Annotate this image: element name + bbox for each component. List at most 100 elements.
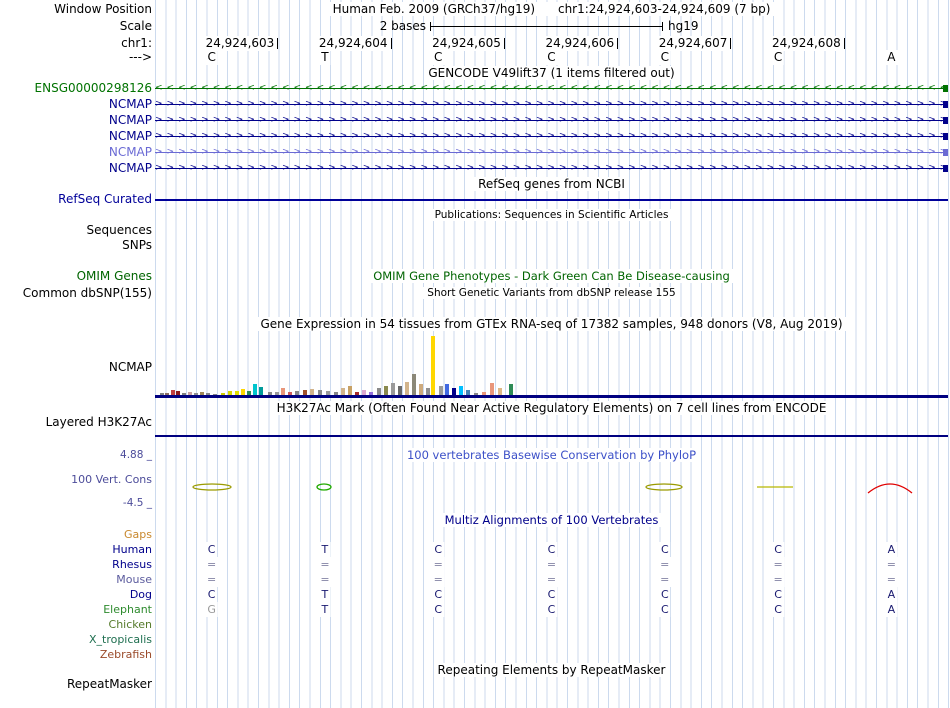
gtex-expression-bar[interactable] [482, 392, 486, 396]
species-row[interactable]: X_tropicalis [0, 632, 950, 647]
gtex-expression-bar[interactable] [348, 386, 352, 396]
dbsnp-label[interactable]: Common dbSNP(155) [22, 286, 152, 300]
gtex-expression-bar[interactable] [318, 390, 322, 396]
species-row[interactable]: Dog C T C C C C A [0, 587, 950, 602]
track-title-publications[interactable]: Publications: Sequences in Scientific Ar… [430, 209, 673, 221]
gtex-expression-bar[interactable] [288, 392, 292, 396]
gtex-expression-bar[interactable] [295, 391, 299, 396]
gtex-expression-bar[interactable] [362, 390, 366, 396]
track-title-dbsnp[interactable]: Short Genetic Variants from dbSNP releas… [423, 287, 680, 299]
gtex-expression-bar[interactable] [326, 391, 330, 396]
gtex-expression-bar[interactable] [490, 383, 494, 396]
gtex-expression-bar[interactable] [228, 391, 232, 396]
gtex-expression-bar[interactable] [452, 388, 456, 396]
gtex-expression-bar[interactable] [200, 392, 204, 396]
gene-label[interactable]: NCMAP [108, 161, 152, 175]
gtex-expression-bar[interactable] [377, 388, 381, 396]
gtex-expression-bar[interactable] [165, 393, 169, 396]
gtex-expression-bar[interactable] [474, 393, 478, 396]
gtex-gene-label[interactable]: NCMAP [108, 360, 152, 374]
species-label[interactable]: Rhesus [112, 558, 152, 571]
gene-row[interactable]: NCMAP >>>>>>>>>>>>>>>>>>>>>>>>>>>>>>>>>>… [0, 161, 950, 176]
gtex-expression-bar[interactable] [241, 389, 245, 396]
track-title-h3k27ac[interactable]: H3K27Ac Mark (Often Found Near Active Re… [272, 401, 831, 415]
gene-label[interactable]: ENSG00000298126 [34, 81, 152, 95]
species-row[interactable]: Zebrafish [0, 647, 950, 662]
gene-row[interactable]: NCMAP >>>>>>>>>>>>>>>>>>>>>>>>>>>>>>>>>>… [0, 129, 950, 144]
species-label[interactable]: Human [112, 543, 152, 556]
gene-row[interactable]: ENSG00000298126 <<<<<<<<<<<<<<<<<<<<<<<<… [0, 81, 950, 96]
gene-line[interactable]: >>>>>>>>>>>>>>>>>>>>>>>>>>>>>>>>>>>>>>>>… [155, 161, 948, 176]
species-label[interactable]: Dog [129, 588, 152, 601]
species-label[interactable]: Elephant [103, 603, 152, 616]
gtex-expression-bar[interactable] [194, 393, 198, 396]
gtex-expression-bar[interactable] [384, 386, 388, 396]
gene-line[interactable]: >>>>>>>>>>>>>>>>>>>>>>>>>>>>>>>>>>>>>>>>… [155, 97, 948, 112]
species-label[interactable]: Gaps [124, 528, 152, 541]
species-label[interactable]: Chicken [108, 618, 152, 631]
gtex-expression-bar[interactable] [206, 393, 210, 396]
species-row[interactable]: Gaps [0, 527, 950, 542]
gtex-expression-bar[interactable] [160, 393, 164, 396]
gene-line[interactable]: >>>>>>>>>>>>>>>>>>>>>>>>>>>>>>>>>>>>>>>>… [155, 129, 948, 144]
gene-label[interactable]: NCMAP [108, 97, 152, 111]
gtex-expression-bar[interactable] [182, 393, 186, 396]
gene-line[interactable]: >>>>>>>>>>>>>>>>>>>>>>>>>>>>>>>>>>>>>>>>… [155, 113, 948, 128]
gtex-expression-bar[interactable] [281, 388, 285, 396]
refseq-curated-label[interactable]: RefSeq Curated [58, 192, 152, 206]
track-title-gencode[interactable]: GENCODE V49lift37 (1 items filtered out) [424, 66, 679, 80]
gtex-expression-bar[interactable] [398, 386, 402, 396]
species-row[interactable]: Chicken [0, 617, 950, 632]
gene-row[interactable]: NCMAP >>>>>>>>>>>>>>>>>>>>>>>>>>>>>>>>>>… [0, 97, 950, 112]
gene-row[interactable]: NCMAP >>>>>>>>>>>>>>>>>>>>>>>>>>>>>>>>>>… [0, 145, 950, 160]
gene-label[interactable]: NCMAP [108, 129, 152, 143]
gtex-expression-bar[interactable] [405, 382, 409, 396]
gene-label[interactable]: NCMAP [108, 145, 152, 159]
gene-line[interactable]: >>>>>>>>>>>>>>>>>>>>>>>>>>>>>>>>>>>>>>>>… [155, 145, 948, 160]
gtex-expression-bar[interactable] [459, 386, 463, 396]
gtex-expression-bar[interactable] [466, 390, 470, 396]
omim-genes-label[interactable]: OMIM Genes [76, 269, 152, 283]
gene-row[interactable]: NCMAP >>>>>>>>>>>>>>>>>>>>>>>>>>>>>>>>>>… [0, 113, 950, 128]
gtex-expression-bar[interactable] [498, 388, 502, 396]
gtex-expression-bar[interactable] [412, 374, 416, 396]
refseq-curated-line[interactable] [155, 199, 948, 201]
track-title-refseq[interactable]: RefSeq genes from NCBI [474, 177, 629, 191]
gtex-expression-bar[interactable] [310, 389, 314, 396]
layered-h3k27ac-label[interactable]: Layered H3K27Ac [45, 415, 152, 429]
gtex-expression-bar[interactable] [341, 388, 345, 396]
gtex-expression-bar[interactable] [419, 384, 423, 396]
gtex-expression-bar[interactable] [509, 384, 513, 396]
gtex-expression-bar[interactable] [334, 392, 338, 396]
gtex-expression-bar[interactable] [369, 392, 373, 396]
sequences-label[interactable]: Sequences [86, 223, 152, 237]
species-row[interactable]: Elephant G T C C C C A [0, 602, 950, 617]
gtex-expression-bar[interactable] [188, 392, 192, 396]
gtex-expression-bar[interactable] [176, 391, 180, 396]
gtex-expression-bar[interactable] [247, 391, 251, 396]
species-label[interactable]: X_tropicalis [88, 633, 152, 646]
gtex-expression-bar[interactable] [253, 384, 257, 396]
species-row[interactable]: Mouse = = = = = = = [0, 572, 950, 587]
gtex-expression-bar[interactable] [221, 393, 225, 396]
gtex-expression-bar[interactable] [439, 386, 443, 396]
track-title-repeatmasker[interactable]: Repeating Elements by RepeatMasker [433, 663, 670, 677]
gene-line[interactable]: <<<<<<<<<<<<<<<<<<<<<<<<<<<<<<<<<<<<<<<<… [155, 81, 948, 96]
species-label[interactable]: Zebrafish [99, 648, 152, 661]
track-title-multiz[interactable]: Multiz Alignments of 100 Vertebrates [440, 513, 663, 527]
repeatmasker-label[interactable]: RepeatMasker [66, 677, 152, 691]
species-row[interactable]: Rhesus = = = = = = = [0, 557, 950, 572]
cons-track-label[interactable]: 100 Vert. Cons [71, 473, 152, 486]
gtex-expression-bar[interactable] [259, 387, 263, 396]
species-label[interactable]: Mouse [116, 573, 152, 586]
refseq-curated-row[interactable]: RefSeq Curated [0, 192, 950, 207]
gtex-expression-bar[interactable] [171, 390, 175, 396]
gtex-expression-bar[interactable] [235, 391, 239, 396]
gtex-expression-bar[interactable] [268, 392, 272, 396]
species-row[interactable]: Human C T C C C C A [0, 542, 950, 557]
track-title-omim[interactable]: OMIM Gene Phenotypes - Dark Green Can Be… [369, 269, 734, 283]
gtex-expression-bar[interactable] [275, 392, 279, 396]
track-title-phylop[interactable]: 100 vertebrates Basewise Conservation by… [402, 448, 701, 462]
